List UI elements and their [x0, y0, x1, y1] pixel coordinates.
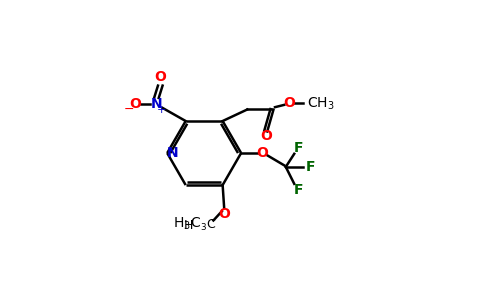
Text: $_3$C: $_3$C: [199, 218, 216, 232]
Text: O: O: [154, 70, 166, 84]
Text: H$_3$C: H$_3$C: [173, 215, 201, 232]
Text: +: +: [157, 105, 166, 115]
Text: O: O: [260, 129, 272, 143]
Text: F: F: [294, 183, 303, 197]
Text: H: H: [184, 219, 194, 232]
Text: CH$_3$: CH$_3$: [307, 95, 335, 112]
Text: F: F: [294, 141, 303, 155]
Text: N: N: [151, 97, 162, 111]
Text: O: O: [283, 96, 295, 110]
Text: −: −: [123, 103, 134, 116]
Text: O: O: [129, 97, 141, 111]
Text: O: O: [257, 146, 269, 160]
Text: N: N: [167, 146, 179, 160]
Text: F: F: [306, 160, 315, 174]
Text: O: O: [218, 206, 230, 220]
